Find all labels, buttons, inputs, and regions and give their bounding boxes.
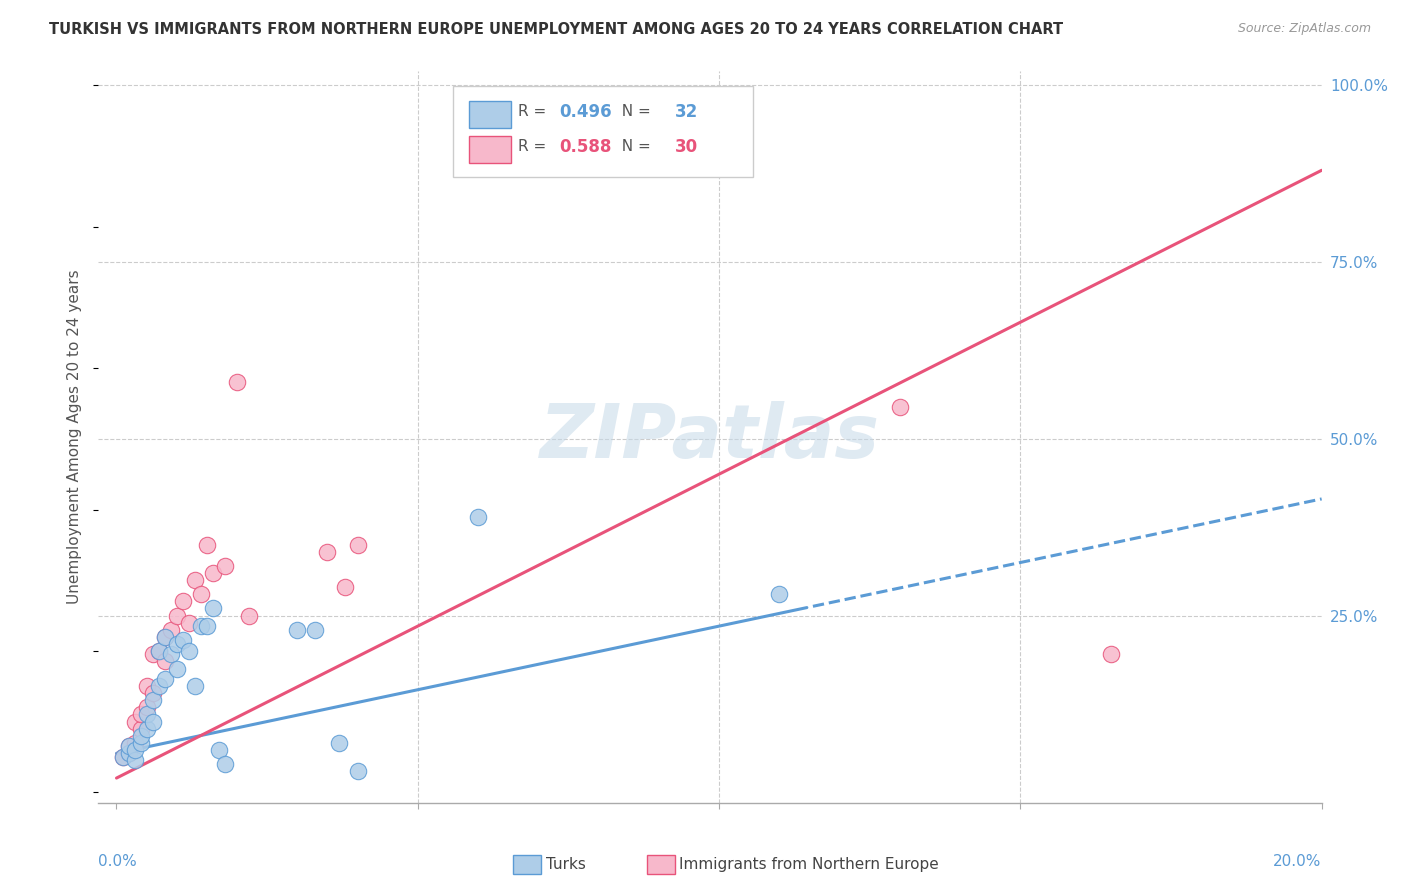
Point xyxy=(153,630,176,644)
Point xyxy=(177,644,200,658)
Point xyxy=(117,739,139,754)
Point xyxy=(889,400,911,414)
Text: 30: 30 xyxy=(675,137,697,156)
Y-axis label: Unemployment Among Ages 20 to 24 years: Unemployment Among Ages 20 to 24 years xyxy=(67,269,83,605)
Point xyxy=(177,615,200,630)
Point xyxy=(135,707,157,722)
Point xyxy=(117,739,139,754)
Point xyxy=(142,648,165,662)
Point xyxy=(159,623,181,637)
Point xyxy=(238,608,260,623)
Point xyxy=(190,587,212,601)
Point xyxy=(129,736,152,750)
FancyBboxPatch shape xyxy=(470,136,510,162)
Point xyxy=(153,672,176,686)
Point xyxy=(129,707,152,722)
Text: R =: R = xyxy=(517,139,551,154)
Point xyxy=(184,573,207,587)
Point xyxy=(148,644,170,658)
Point xyxy=(148,644,170,658)
Text: 0.496: 0.496 xyxy=(560,103,612,120)
Point xyxy=(226,376,249,390)
Point xyxy=(166,661,188,675)
Point xyxy=(148,679,170,693)
Point xyxy=(166,608,188,623)
Point xyxy=(111,750,134,764)
FancyBboxPatch shape xyxy=(453,86,752,178)
Point xyxy=(285,623,308,637)
Point xyxy=(201,601,224,615)
Point xyxy=(124,736,146,750)
FancyBboxPatch shape xyxy=(470,102,510,128)
Point xyxy=(208,743,231,757)
Point xyxy=(201,566,224,581)
Text: 32: 32 xyxy=(675,103,697,120)
Point xyxy=(153,655,176,669)
Point xyxy=(124,743,146,757)
Text: Immigrants from Northern Europe: Immigrants from Northern Europe xyxy=(679,857,939,871)
Point xyxy=(129,729,152,743)
Point xyxy=(214,756,236,771)
Point xyxy=(346,538,368,552)
Point xyxy=(328,736,350,750)
Point xyxy=(142,714,165,729)
Text: Source: ZipAtlas.com: Source: ZipAtlas.com xyxy=(1237,22,1371,36)
Text: R =: R = xyxy=(517,104,551,120)
Point xyxy=(135,700,157,714)
Point xyxy=(316,545,339,559)
Point xyxy=(159,648,181,662)
Point xyxy=(117,747,139,761)
Text: 20.0%: 20.0% xyxy=(1274,854,1322,869)
Point xyxy=(117,747,139,761)
Point xyxy=(142,693,165,707)
Point xyxy=(142,686,165,700)
Point xyxy=(172,594,194,608)
Point xyxy=(129,722,152,736)
Point xyxy=(346,764,368,778)
Point xyxy=(195,538,218,552)
Point xyxy=(335,580,357,594)
Point xyxy=(467,509,489,524)
Point xyxy=(111,750,134,764)
Point xyxy=(124,714,146,729)
Point xyxy=(153,630,176,644)
Point xyxy=(135,679,157,693)
Text: N =: N = xyxy=(612,104,655,120)
Text: ZIPatlas: ZIPatlas xyxy=(540,401,880,474)
Point xyxy=(195,619,218,633)
Point xyxy=(172,633,194,648)
Text: N =: N = xyxy=(612,139,655,154)
Point xyxy=(184,679,207,693)
Text: 0.588: 0.588 xyxy=(560,137,612,156)
Text: 0.0%: 0.0% xyxy=(98,854,138,869)
Point xyxy=(166,637,188,651)
Text: Turks: Turks xyxy=(546,857,585,871)
Point xyxy=(135,722,157,736)
Point xyxy=(304,623,326,637)
Point xyxy=(768,587,790,601)
Point xyxy=(214,559,236,574)
Point xyxy=(190,619,212,633)
Point xyxy=(124,753,146,767)
Text: TURKISH VS IMMIGRANTS FROM NORTHERN EUROPE UNEMPLOYMENT AMONG AGES 20 TO 24 YEAR: TURKISH VS IMMIGRANTS FROM NORTHERN EURO… xyxy=(49,22,1063,37)
Point xyxy=(1099,648,1122,662)
